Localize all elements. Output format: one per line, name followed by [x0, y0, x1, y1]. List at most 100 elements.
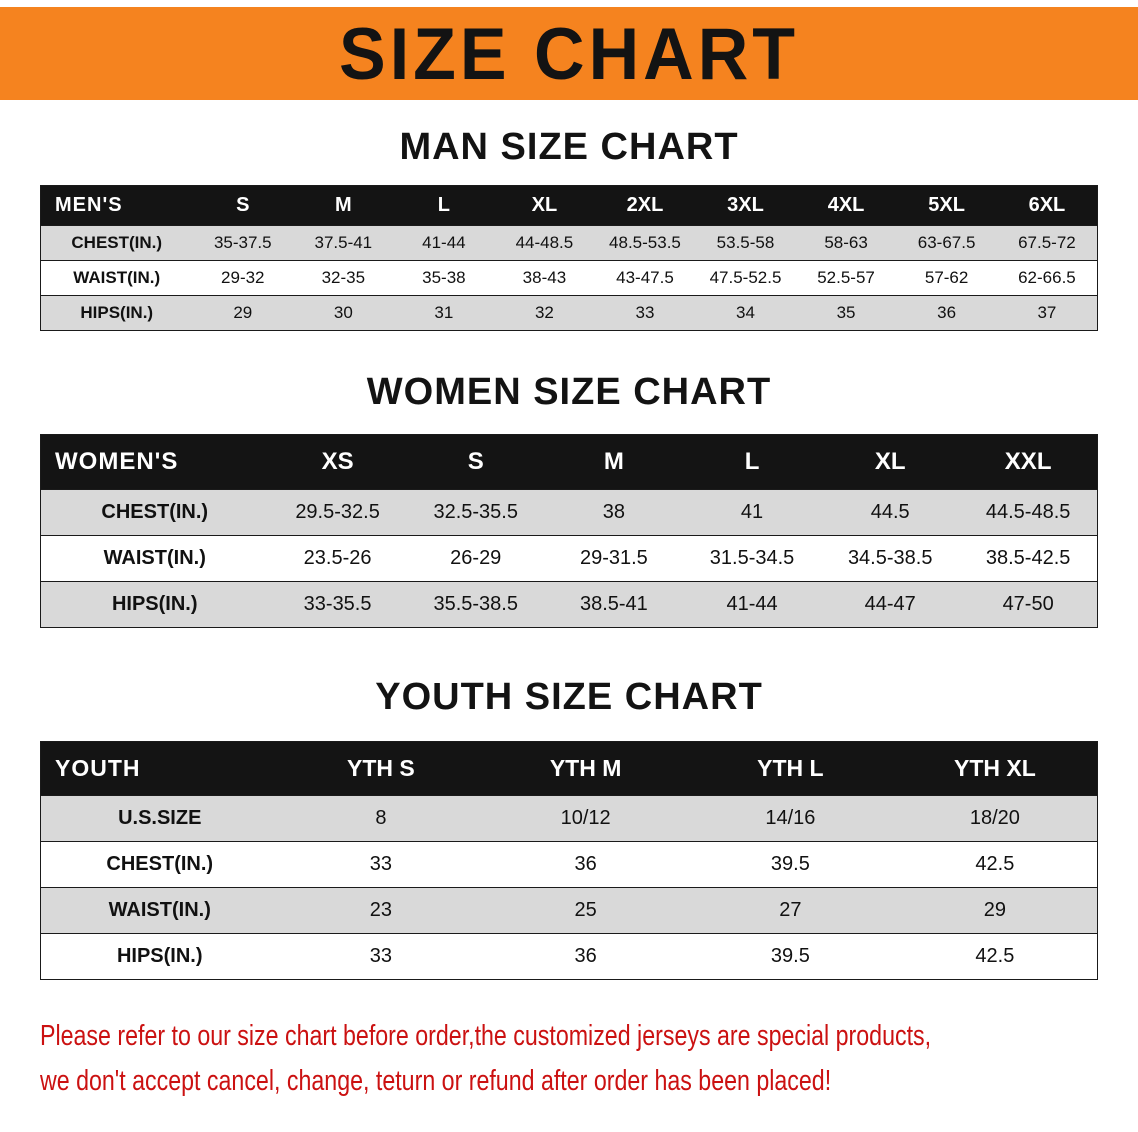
size-value-cell: 18/20: [892, 795, 1098, 842]
men-size-table: MEN'S S M L XL 2XL 3XL 4XL 5XL 6XL CHEST(IN.) 35-37…: [40, 185, 1098, 331]
youth-size-table: YOUTH YTH S YTH M YTH L YTH XL U.S.SIZE 8 10/12…: [40, 741, 1098, 980]
size-value-cell: 44.5-48.5: [959, 489, 1098, 536]
size-value-cell: 52.5-57: [795, 260, 897, 296]
row-label: CHEST(IN.): [40, 841, 279, 888]
banner: SIZE CHART: [0, 7, 1138, 100]
size-column-header: 6XL: [996, 185, 1098, 226]
size-column-header: 4XL: [795, 185, 897, 226]
size-value-cell: 38.5-42.5: [959, 535, 1098, 582]
size-column-header: XXL: [959, 434, 1098, 490]
youth-section-heading: YOUTH SIZE CHART: [375, 676, 763, 718]
size-value-cell: 14/16: [688, 795, 893, 842]
size-column-header: M: [544, 434, 683, 490]
size-value-cell: 35.5-38.5: [406, 581, 545, 628]
table-corner-label: WOMEN'S: [40, 434, 269, 490]
section-women: WOMEN SIZE CHART WOMEN'S XS S M L XL XXL CHEST(…: [0, 371, 1138, 628]
row-label: HIPS(IN.): [40, 581, 269, 628]
table-corner-label: YOUTH: [40, 741, 279, 796]
size-value-cell: 32.5-35.5: [406, 489, 545, 536]
size-value-cell: 30: [293, 295, 394, 331]
women-size-table: WOMEN'S XS S M L XL XXL CHEST(IN.) 29.5-32.5 32.5…: [40, 434, 1098, 628]
table-row: HIPS(IN.) 33 36 39.5 42.5: [40, 933, 1098, 980]
size-column-header: 5XL: [896, 185, 997, 226]
size-value-cell: 35-38: [393, 260, 495, 296]
table-row: WAIST(IN.) 23.5-26 26-29 29-31.5 31.5-34.5 34…: [40, 535, 1098, 582]
size-value-cell: 47-50: [959, 581, 1098, 628]
size-value-cell: 47.5-52.5: [695, 260, 796, 296]
row-label: HIPS(IN.): [40, 933, 279, 980]
size-value-cell: 37: [996, 295, 1098, 331]
size-value-cell: 31.5-34.5: [682, 535, 822, 582]
size-value-cell: 42.5: [892, 841, 1098, 888]
size-column-header: YTH L: [688, 741, 893, 796]
row-label: HIPS(IN.): [40, 295, 193, 331]
size-column-header: S: [192, 185, 294, 226]
size-value-cell: 41: [682, 489, 822, 536]
size-column-header: XL: [821, 434, 960, 490]
size-value-cell: 29: [892, 887, 1098, 934]
size-value-cell: 23: [278, 887, 484, 934]
size-value-cell: 38-43: [494, 260, 595, 296]
size-value-cell: 41-44: [682, 581, 822, 628]
size-column-header: L: [393, 185, 495, 226]
men-section-heading: MAN SIZE CHART: [399, 126, 739, 168]
size-column-header: M: [293, 185, 394, 226]
size-value-cell: 38.5-41: [544, 581, 683, 628]
size-value-cell: 58-63: [795, 225, 897, 261]
size-value-cell: 32: [494, 295, 595, 331]
size-value-cell: 23.5-26: [268, 535, 407, 582]
row-label: U.S.SIZE: [40, 795, 279, 842]
size-column-header: YTH S: [278, 741, 484, 796]
size-value-cell: 29-32: [192, 260, 294, 296]
size-value-cell: 62-66.5: [996, 260, 1098, 296]
table-row: U.S.SIZE 8 10/12 14/16 18/20: [40, 795, 1098, 842]
row-label: WAIST(IN.): [40, 260, 193, 296]
row-label: WAIST(IN.): [40, 887, 279, 934]
size-value-cell: 34: [695, 295, 796, 331]
women-section-heading: WOMEN SIZE CHART: [366, 371, 772, 413]
size-value-cell: 8: [278, 795, 484, 842]
size-value-cell: 27: [688, 887, 893, 934]
size-column-header: XS: [268, 434, 407, 490]
size-value-cell: 36: [483, 933, 688, 980]
size-value-cell: 42.5: [892, 933, 1098, 980]
table-row: HIPS(IN.) 29 30 31 32 33 34 35 36 37: [40, 295, 1098, 331]
size-value-cell: 44-48.5: [494, 225, 595, 261]
size-value-cell: 35-37.5: [192, 225, 294, 261]
table-corner-label: MEN'S: [40, 185, 193, 226]
size-column-header: S: [406, 434, 545, 490]
size-value-cell: 31: [393, 295, 495, 331]
size-value-cell: 39.5: [688, 841, 893, 888]
notice-line-1: Please refer to our size chart before or…: [40, 1020, 932, 1052]
size-value-cell: 25: [483, 887, 688, 934]
table-row: CHEST(IN.) 35-37.5 37.5-41 41-44 44-48.5 48.5…: [40, 225, 1098, 261]
size-value-cell: 29.5-32.5: [268, 489, 407, 536]
size-value-cell: 43-47.5: [594, 260, 696, 296]
size-value-cell: 33-35.5: [268, 581, 407, 628]
size-value-cell: 48.5-53.5: [594, 225, 696, 261]
size-column-header: XL: [494, 185, 595, 226]
size-value-cell: 39.5: [688, 933, 893, 980]
size-value-cell: 29: [192, 295, 294, 331]
footer-notice: Please refer to our size chart before or…: [40, 1014, 1138, 1104]
size-value-cell: 26-29: [406, 535, 545, 582]
size-value-cell: 38: [544, 489, 683, 536]
size-column-header: YTH XL: [892, 741, 1098, 796]
size-value-cell: 32-35: [293, 260, 394, 296]
size-column-header: 2XL: [594, 185, 696, 226]
table-row: WAIST(IN.) 23 25 27 29: [40, 887, 1098, 934]
size-column-header: YTH M: [483, 741, 688, 796]
section-youth: YOUTH SIZE CHART YOUTH YTH S YTH M YTH L YTH…: [0, 676, 1138, 980]
notice-line-2: we don't accept cancel, change, teturn o…: [40, 1064, 832, 1097]
size-value-cell: 33: [278, 933, 484, 980]
table-row: CHEST(IN.) 33 36 39.5 42.5: [40, 841, 1098, 888]
size-value-cell: 63-67.5: [896, 225, 997, 261]
row-label: CHEST(IN.): [40, 225, 193, 261]
size-value-cell: 44-47: [821, 581, 960, 628]
size-value-cell: 41-44: [393, 225, 495, 261]
banner-title: SIZE CHART: [339, 12, 799, 95]
size-value-cell: 35: [795, 295, 897, 331]
size-value-cell: 36: [483, 841, 688, 888]
row-label: WAIST(IN.): [40, 535, 269, 582]
